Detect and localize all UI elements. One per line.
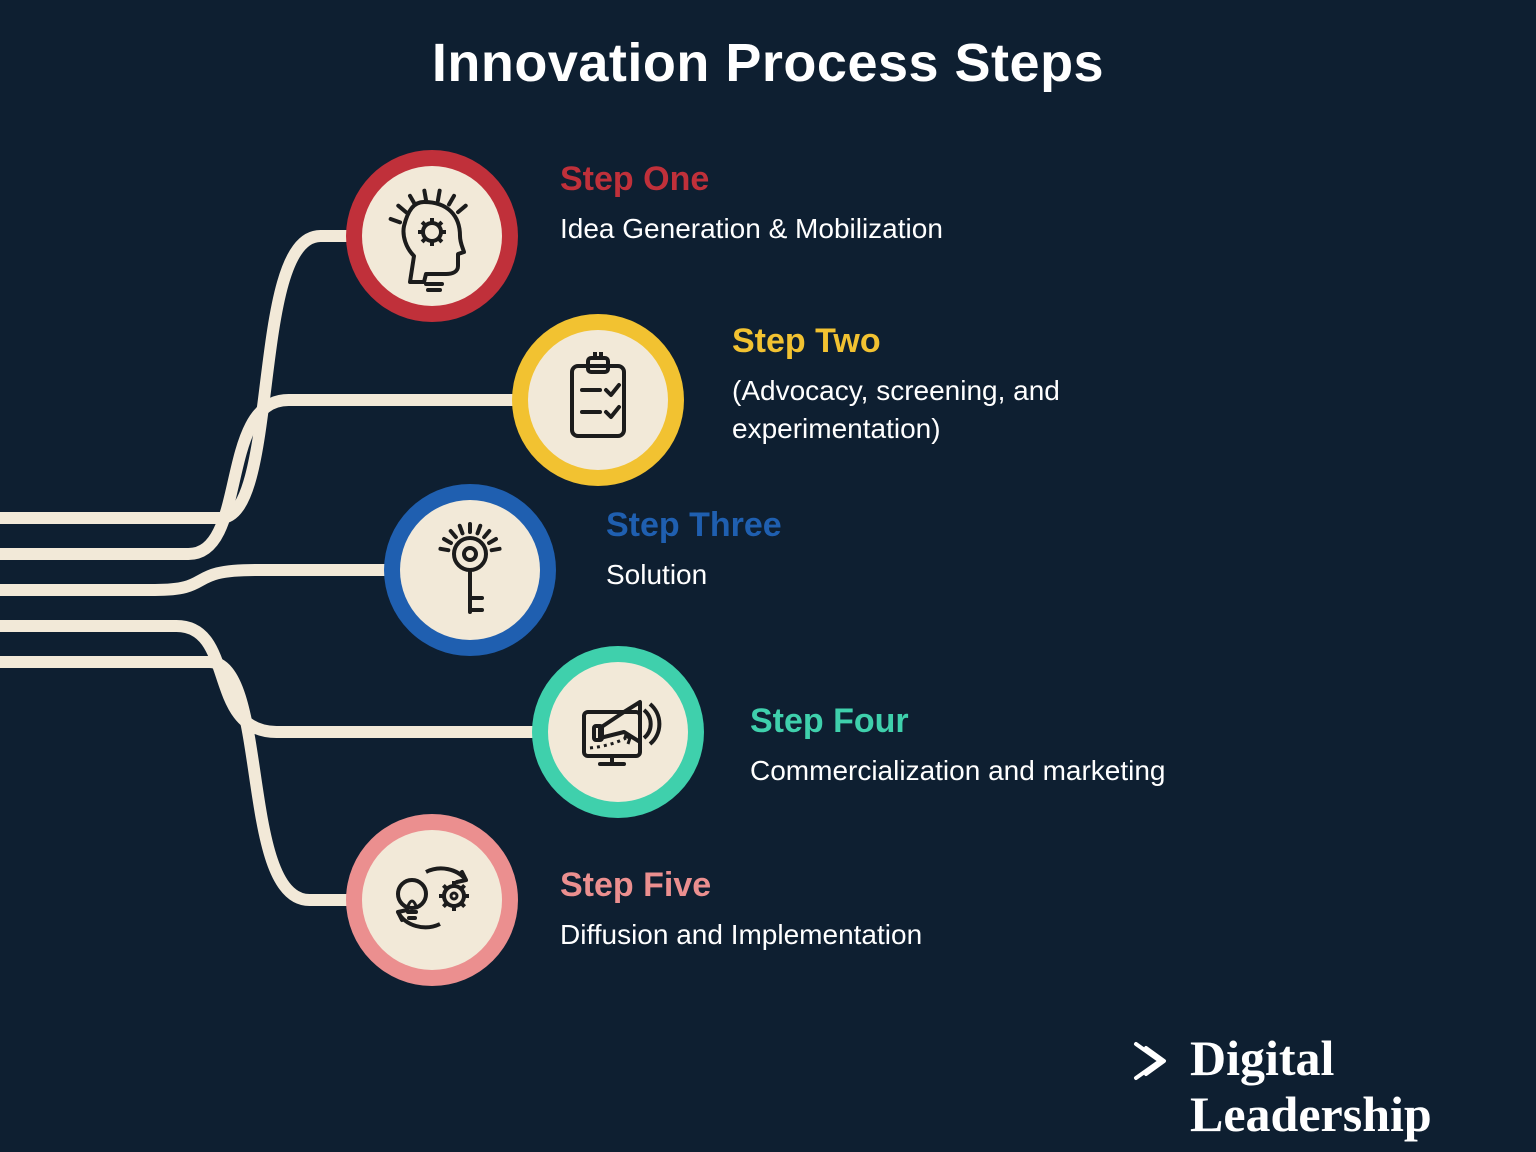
infographic-stage: Innovation Process Steps Step One Idea Gen…	[0, 0, 1536, 1152]
step-one-label: Step One	[560, 160, 709, 199]
step-two-description: (Advocacy, screening, and experimentatio…	[732, 372, 1152, 448]
chevron-icon	[1130, 1038, 1176, 1084]
node-step-four	[532, 646, 704, 818]
brand-line2: Leadership	[1190, 1088, 1432, 1141]
step-four-description: Commercialization and marketing	[750, 752, 1166, 790]
connector-step-four	[0, 626, 618, 732]
page-title: Innovation Process Steps	[0, 32, 1536, 94]
step-four-label: Step Four	[750, 702, 909, 741]
node-step-two	[512, 314, 684, 486]
step-one-description: Idea Generation & Mobilization	[560, 210, 943, 248]
step-five-description: Diffusion and Implementation	[560, 916, 922, 954]
step-five-label: Step Five	[560, 866, 711, 905]
diagram-svg	[0, 0, 1536, 1152]
step-three-description: Solution	[606, 556, 707, 594]
node-step-five	[346, 814, 518, 986]
brand-line1: Digital	[1190, 1030, 1334, 1086]
step-two-label: Step Two	[732, 322, 881, 361]
brand-logo: Digital Leadership	[1130, 1032, 1432, 1140]
node-step-three	[384, 484, 556, 656]
node-step-one	[346, 150, 518, 322]
step-three-label: Step Three	[606, 506, 782, 545]
